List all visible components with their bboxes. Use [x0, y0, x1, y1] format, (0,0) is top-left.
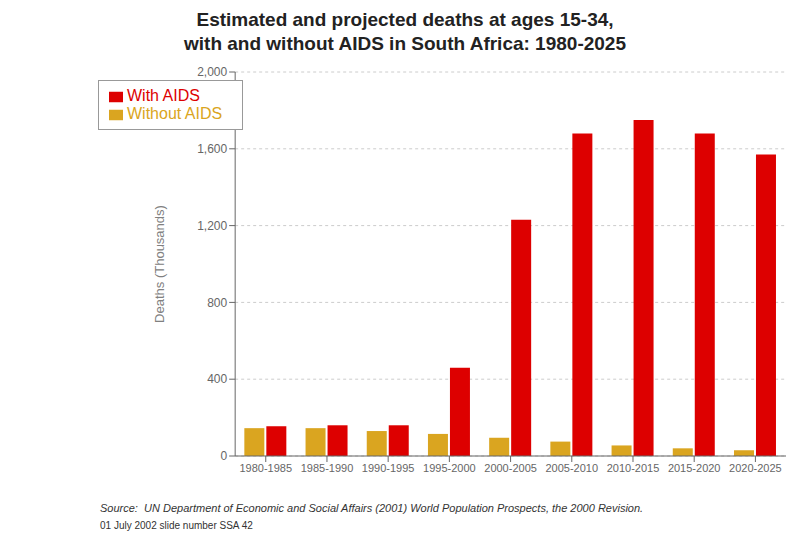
- html-text:With AIDS: With AIDS: [127, 87, 200, 104]
- svg-text:2020-2025: 2020-2025: [729, 462, 782, 474]
- svg-text:2010-2015: 2010-2015: [607, 462, 660, 474]
- svg-text:1,600: 1,600: [197, 142, 227, 156]
- svg-text:2,000: 2,000: [197, 65, 227, 79]
- svg-text:400: 400: [207, 372, 227, 386]
- html-text:with and without AIDS in South: with and without AIDS in South Africa: 1…: [184, 33, 626, 54]
- svg-text:1,200: 1,200: [197, 219, 227, 233]
- svg-text:2005-2010: 2005-2010: [545, 462, 598, 474]
- html-text:Without AIDS: Without AIDS: [127, 105, 223, 122]
- svg-text:1980-1985: 1980-1985: [239, 462, 292, 474]
- svg-text:1985-1990: 1985-1990: [301, 462, 354, 474]
- html-text:Estimated and projected deaths: Estimated and projected deaths at ages 1…: [196, 9, 614, 30]
- svg-text:1995-2000: 1995-2000: [423, 462, 476, 474]
- svg-text:1990-1995: 1990-1995: [362, 462, 415, 474]
- svg-text:2000-2005: 2000-2005: [484, 462, 537, 474]
- svg-text:0: 0: [220, 449, 227, 463]
- html-text:Source: UN Department of Econo: Source: UN Department of Economic and So…: [100, 502, 644, 514]
- svg-text:Deaths (Thousands): Deaths (Thousands): [152, 205, 167, 323]
- html-text:01 July 2002 slide number SSA: 01 July 2002 slide number SSA 42: [100, 520, 253, 531]
- svg-text:800: 800: [207, 296, 227, 310]
- svg-text:2015-2020: 2015-2020: [668, 462, 721, 474]
